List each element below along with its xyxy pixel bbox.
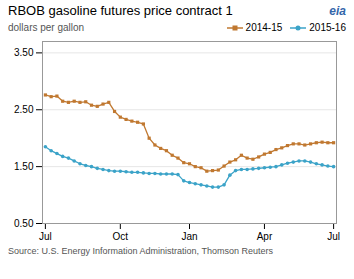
html-text:2014-15: 2014-15	[245, 22, 283, 33]
svg-text:0.50: 0.50	[14, 218, 34, 229]
svg-text:Jan: Jan	[181, 231, 197, 242]
svg-text:Oct: Oct	[113, 231, 129, 242]
svg-text:Jul: Jul	[39, 231, 52, 242]
svg-text:3.50: 3.50	[14, 47, 34, 58]
svg-text:1.50: 1.50	[14, 161, 34, 172]
svg-text:2.50: 2.50	[14, 104, 34, 115]
html-text:Source: U.S. Energy Informatio: Source: U.S. Energy Information Administ…	[8, 246, 273, 256]
svg-text:Jul: Jul	[327, 231, 340, 242]
html-text:2015-16: 2015-16	[309, 22, 346, 33]
html-text:dollars per gallon: dollars per gallon	[8, 22, 85, 33]
html-text:eia: eia	[329, 4, 346, 18]
html-text:RBOB gasoline futures price co: RBOB gasoline futures price contract 1	[8, 3, 233, 18]
svg-text:Apr: Apr	[257, 231, 273, 242]
